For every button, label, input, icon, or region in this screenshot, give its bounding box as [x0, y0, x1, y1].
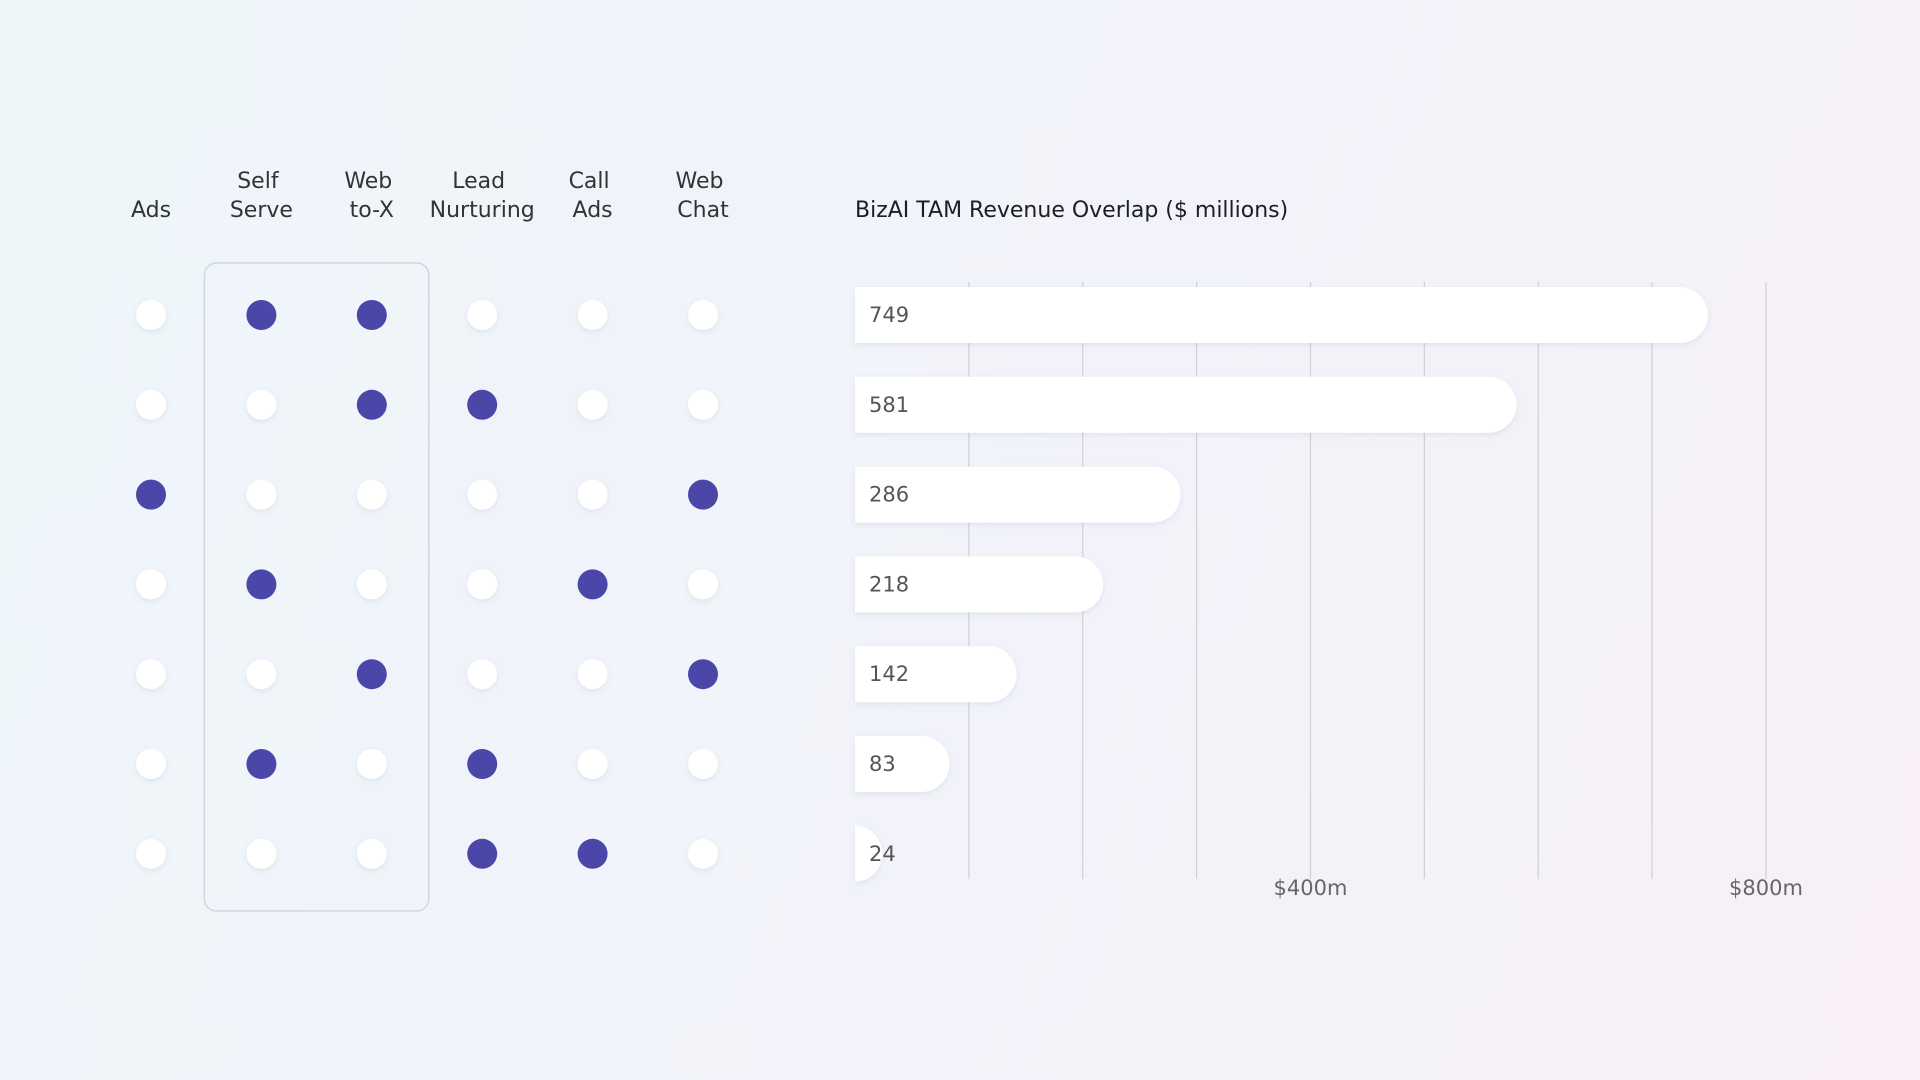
bar	[855, 825, 883, 882]
dot-on	[467, 749, 498, 779]
set-label: Lead Nurturing	[430, 169, 535, 223]
dot-off	[356, 838, 387, 869]
bar	[855, 287, 1708, 343]
dot-off	[577, 300, 608, 330]
bar	[855, 736, 950, 792]
dot-on	[246, 749, 277, 779]
dot-off	[136, 389, 166, 420]
dot-off	[136, 659, 166, 690]
dot-off	[136, 838, 166, 869]
dot-on	[577, 838, 608, 869]
dot-off	[577, 389, 608, 420]
dot-off	[577, 479, 608, 510]
bar-value-label: 142	[869, 662, 909, 686]
dot-off	[356, 479, 387, 510]
dot-off	[246, 389, 277, 420]
dot-off	[688, 300, 718, 330]
dot-on	[356, 300, 387, 330]
dot-on	[467, 389, 498, 420]
dot-off	[688, 749, 718, 779]
dot-off	[356, 569, 387, 600]
dot-off	[467, 300, 498, 330]
bar-value-label: 218	[869, 572, 909, 596]
bar-value-label: 83	[869, 752, 896, 776]
dot-off	[577, 659, 608, 690]
bar	[855, 556, 1104, 613]
dot-off	[688, 569, 718, 600]
bar	[855, 466, 1181, 523]
bar-value-label: 286	[869, 483, 909, 507]
dot-on	[246, 300, 277, 330]
set-label: Self Serve	[230, 169, 293, 223]
dot-off	[136, 300, 166, 330]
dot-on	[246, 569, 277, 600]
set-label: Call Ads	[569, 169, 617, 223]
dot-on	[577, 569, 608, 600]
x-tick-label: $400m	[1274, 876, 1348, 900]
x-tick-label: $800m	[1729, 876, 1803, 900]
bar	[855, 646, 1017, 703]
dot-off	[246, 838, 277, 869]
set-label: Web to-X	[344, 169, 399, 223]
bar-value-label: 581	[869, 393, 909, 417]
dot-off	[577, 749, 608, 779]
bar-value-label: 24	[869, 842, 896, 866]
bar	[855, 376, 1517, 433]
dot-off	[467, 569, 498, 600]
dot-on	[688, 659, 718, 690]
dot-off	[356, 749, 387, 779]
set-label: Ads	[131, 198, 171, 223]
dot-on	[356, 389, 387, 420]
dot-off	[688, 838, 718, 869]
dot-on	[136, 479, 166, 510]
dot-off	[688, 389, 718, 420]
dot-off	[246, 479, 277, 510]
dot-on	[356, 659, 387, 690]
dot-off	[136, 749, 166, 779]
chart-title: BizAI TAM Revenue Overlap ($ millions)	[855, 198, 1288, 223]
dot-off	[246, 659, 277, 690]
dot-off	[136, 569, 166, 600]
highlight-box	[203, 262, 430, 912]
dot-off	[467, 479, 498, 510]
bar-value-label: 749	[869, 303, 909, 327]
dot-on	[467, 838, 498, 869]
dot-off	[467, 659, 498, 690]
set-label: Web Chat	[676, 169, 731, 223]
dot-on	[688, 479, 718, 510]
